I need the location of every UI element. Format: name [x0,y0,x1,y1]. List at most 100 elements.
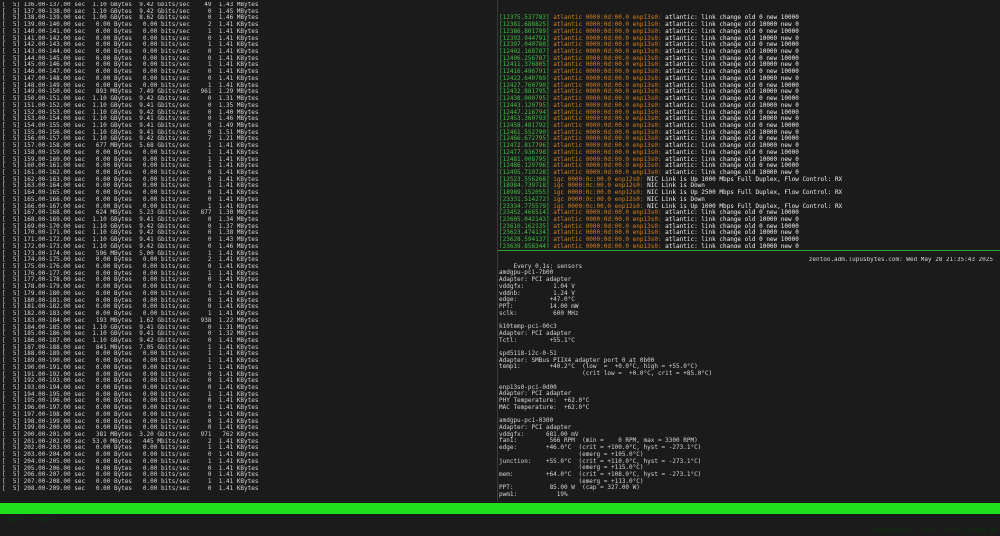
dmesg-timestamp: [12432.881795] [499,88,554,96]
sensors-line: junction: +55.0°C (crit = +110.0°C, hyst… [499,457,702,465]
dmesg-device: atlantic 0000:0d:00.0 enp13s0: [553,81,666,89]
dmesg-device: atlantic 0000:0d:00.0 enp13s0: [553,229,666,237]
dmesg-device: atlantic 0000:0d:00.0 enp13s0: [553,142,666,150]
iperf-interval-row: [ 5] 147.00-148.00 sec 0.00 Bytes 0.00 b… [2,74,259,82]
iperf-interval-row: [ 5] 174.00-175.00 sec 0.00 Bytes 0.00 b… [2,256,259,264]
dmesg-message: atlantic: link change old 10000 new 0 [665,21,799,29]
dmesg-line: [12438.000795] atlantic 0000:0d:00.0 enp… [499,95,1000,103]
dmesg-device: atlantic 0000:0d:00.0 enp13s0: [553,128,666,136]
dmesg-message: atlantic: link change old 0 new 10000 [665,41,799,49]
dmesg-line: [12411.376805] atlantic 0000:0d:00.0 enp… [499,62,1000,69]
dmesg-line: [23628.594137] atlantic 0000:0d:00.0 enp… [499,236,1000,244]
iperf-interval-row: [ 5] 184.00-185.00 sec 1.10 GBytes 9.41 … [2,323,259,331]
tmux-status-right: "root@zentoo - root" 21:35 28-May-25 [866,527,997,534]
iperf-interval-row: [ 5] 176.00-177.00 sec 0.00 Bytes 0.00 b… [2,269,259,277]
dmesg-device: atlantic 0000:0d:00.0 enp13s0: [553,168,666,176]
pane-divider-horizontal[interactable] [498,250,1000,251]
dmesg-timestamp: [12438.000795] [499,95,554,103]
dmesg-device: atlantic 0000:0d:00.0 enp13s0: [553,48,666,56]
sensors-line: edge: +47.0°C [499,296,575,304]
dmesg-device: atlantic 0000:0d:00.0 enp13s0: [553,95,666,103]
dmesg-device: atlantic 0000:0d:00.0 enp13s0: [553,61,666,69]
dmesg-timestamp: [12481.008795] [499,155,554,163]
dmesg-message: atlantic: link change old 10000 new 0 [665,168,799,176]
pane-divider-vertical[interactable] [497,0,498,502]
dmesg-message: NIC Link is Down [647,182,705,190]
sensors-line: mem: +64.0°C (crit = +108.0°C, hyst = -2… [499,470,702,478]
dmesg-message: atlantic: link change old 10000 new 0 [665,155,799,163]
dmesg-timestamp: [12402.168787] [499,48,554,56]
dmesg-message: atlantic: link change old 0 new 10000 [665,14,799,22]
dmesg-line: [23610.162135] atlantic 0000:0d:00.0 enp… [499,222,1000,231]
iperf-interval-row: [ 5] 192.00-193.00 sec 0.00 Bytes 0.00 b… [2,377,259,385]
iperf-interval-row: [ 5] 155.00-156.00 sec 1.10 GBytes 9.41 … [2,128,259,136]
dmesg-device: igc 0000:0c:00.0 enp12s0: [553,202,648,210]
iperf-interval-row: [ 5] 169.00-170.00 sec 1.10 GBytes 9.42 … [2,222,259,230]
iperf-interval-row: [ 5] 139.00-140.00 sec 0.00 Bytes 0.00 b… [2,21,259,29]
dmesg-device: atlantic 0000:0d:00.0 enp13s0: [553,216,666,223]
dmesg-timestamp: [12447.216794] [499,108,554,116]
sensors-line: PHY Temperature: +62.0°C [499,397,590,405]
sensors-line: vddgfx: 1.04 V [499,282,575,290]
dmesg-timestamp: [12397.040788] [499,41,554,49]
iperf-pane[interactable]: [ 5] 136.00-137.00 sec 1.10 GBytes 9.42 … [2,2,496,502]
sensors-line: (crit low = +0.0°C, crit = +85.0°C) [499,370,713,378]
tmux-window-list[interactable]: [iperf] 0:bash* [3,516,58,523]
dmesg-message: atlantic: link change old 0 new 10000 [665,162,799,170]
dmesg-device: atlantic 0000:0d:00.0 enp13s0: [553,155,666,163]
dmesg-device: atlantic 0000:0d:00.0 enp13s0: [553,54,666,62]
dmesg-timestamp: [23623.474134] [499,229,554,237]
dmesg-line: [12443.120795] atlantic 0000:0d:00.0 enp… [499,102,1000,110]
dmesg-message: atlantic: link change old 0 new 10000 [665,148,799,156]
dmesg-line: [12453.360793] atlantic 0000:0d:00.0 enp… [499,115,1000,123]
iperf-interval-row: [ 5] 178.00-179.00 sec 0.00 Bytes 0.00 b… [2,283,259,291]
dmesg-line: [12472.817796] atlantic 0000:0d:00.0 enp… [499,142,1000,150]
dmesg-device: atlantic 0000:0d:00.0 enp13s0: [553,222,666,230]
dmesg-line: [18989.152055] igc 0000:0c:00.0 enp12s0:… [499,189,1000,197]
dmesg-line: [12386.801789] atlantic 0000:0d:00.0 enp… [499,28,1000,36]
iperf-interval-row: [ 5] 160.00-161.00 sec 0.00 Bytes 0.00 b… [2,162,259,170]
dmesg-timestamp: [23610.162135] [499,222,554,230]
iperf-interval-row: [ 5] 170.00-171.00 sec 1.10 GBytes 9.42 … [2,229,259,237]
dmesg-message: NIC Link is Up 1000 Mbps Full Duplex, Fl… [647,175,843,183]
iperf-interval-row: [ 5] 148.00-149.00 sec 0.00 Bytes 0.00 b… [2,81,259,89]
sensors-line: vddgfx: 681.00 mV [499,430,579,438]
dmesg-pane[interactable]: [12375.537783] atlantic 0000:0d:00.0 enp… [499,2,1000,248]
dmesg-timestamp: [12461.552790] [499,128,554,136]
dmesg-line: [23452.466514] atlantic 0000:0d:00.0 enp… [499,209,1000,217]
dmesg-line: [12481.008795] atlantic 0000:0d:00.0 enp… [499,155,1000,164]
dmesg-device: atlantic 0000:0d:00.0 enp13s0: [553,162,666,170]
iperf-interval-row: [ 5] 175.00-176.00 sec 0.00 Bytes 0.00 b… [2,263,259,271]
iperf-interval-row: [ 5] 201.00-202.00 sec 53.0 MBytes 445 M… [2,437,259,445]
dmesg-line: [12422.640789] atlantic 0000:0d:00.0 enp… [499,75,1000,83]
sensors-line: MAC Temperature: +62.0°C [499,403,590,411]
dmesg-timestamp: [12427.760790] [499,81,554,89]
dmesg-device: igc 0000:0c:00.0 enp12s0: [553,175,648,183]
iperf-interval-row: [ 5] 153.00-154.00 sec 1.10 GBytes 9.41 … [2,115,259,123]
iperf-interval-row: [ 5] 138.00-139.00 sec 1.00 GBytes 8.62 … [2,14,259,22]
dmesg-message: atlantic: link change old 10000 new 0 [665,34,799,42]
iperf-interval-row: [ 5] 150.00-151.00 sec 1.10 GBytes 9.42 … [2,95,259,103]
dmesg-timestamp: [12477.936798] [499,148,554,156]
sensors-pane[interactable]: Every 0.1s: sensors zentoo.adm.lupusbyte… [499,257,997,502]
sensors-line: fan1: 566 RPM (min = 0 RPM, max = 3300 R… [499,437,698,445]
iperf-interval-row: [ 5] 198.00-199.00 sec 0.00 Bytes 0.00 b… [2,417,259,425]
dmesg-line: [12523.556268] igc 0000:0c:00.0 enp12s0:… [499,175,1000,184]
dmesg-line: [12381.688825] atlantic 0000:0d:00.0 enp… [499,21,1000,29]
sensors-line: (emerg = +115.0°C) [499,464,644,472]
sensors-line: vddnb: 1.24 V [499,289,575,297]
iperf-interval-row: [ 5] 162.00-163.00 sec 0.00 Bytes 0.00 b… [2,175,259,183]
dmesg-device: atlantic 0000:0d:00.0 enp13s0: [553,41,666,49]
dmesg-line: [12392.944791] atlantic 0000:0d:00.0 enp… [499,34,1000,43]
iperf-interval-row: [ 5] 145.00-146.00 sec 0.00 Bytes 0.00 b… [2,61,259,69]
iperf-interval-row: [ 5] 146.00-147.00 sec 0.00 Bytes 0.00 b… [2,68,259,76]
dmesg-message: atlantic: link change old 10000 new 0 [665,48,799,56]
dmesg-timestamp: [23452.466514] [499,209,554,217]
dmesg-message: atlantic: link change old 10000 new 0 [665,242,799,248]
dmesg-line: [23334.775579] igc 0000:0c:00.0 enp12s0:… [499,202,1000,211]
dmesg-device: atlantic 0000:0d:00.0 enp13s0: [553,135,666,143]
iperf-interval-row: [ 5] 191.00-192.00 sec 0.00 Bytes 0.00 b… [2,370,259,378]
iperf-interval-row: [ 5] 196.00-197.00 sec 0.00 Bytes 0.00 b… [2,404,259,412]
dmesg-line: [12477.936798] atlantic 0000:0d:00.0 enp… [499,148,1000,157]
dmesg-timestamp: [12392.944791] [499,34,554,42]
